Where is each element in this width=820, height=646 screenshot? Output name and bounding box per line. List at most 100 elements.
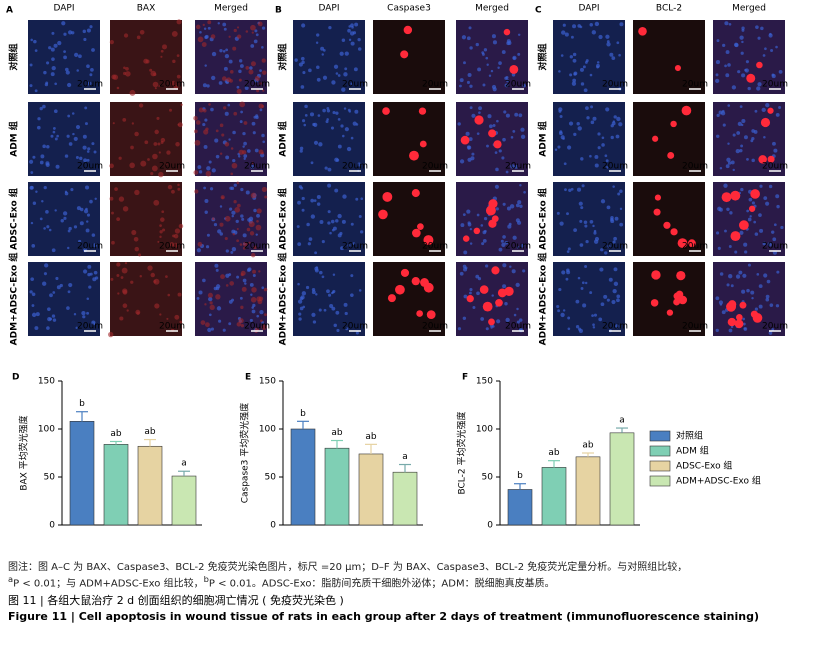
column-header: Caspase3 (387, 4, 431, 14)
nucleus (244, 282, 247, 285)
nucleus (567, 327, 571, 331)
nucleus (341, 219, 346, 224)
nucleus (725, 50, 730, 55)
nucleus (730, 160, 735, 165)
nucleus (326, 109, 331, 113)
stained-cell (488, 199, 498, 209)
stained-cell (654, 194, 661, 201)
nucleus (480, 317, 485, 321)
nucleus (518, 113, 523, 118)
nucleus (564, 32, 569, 37)
nucleus (721, 109, 725, 113)
nucleus (67, 246, 70, 250)
nucleus (469, 291, 472, 295)
nucleus (78, 54, 82, 59)
nucleus (196, 296, 200, 300)
nucleus (30, 185, 34, 190)
nucleus (40, 154, 45, 159)
nucleus (584, 61, 588, 64)
stain (207, 292, 213, 298)
significance-letter: ab (365, 432, 377, 442)
scale-label: 20um (422, 162, 448, 172)
nucleus (728, 274, 733, 279)
stain (134, 189, 140, 196)
nucleus (81, 311, 86, 316)
nucleus (348, 38, 352, 42)
nucleus (728, 245, 732, 248)
nucleus (312, 122, 316, 127)
stain (264, 313, 267, 317)
stain (203, 129, 209, 135)
y-tick-label: 50 (44, 473, 56, 483)
nucleus (227, 103, 231, 107)
significance-letter: a (619, 416, 625, 426)
nucleus (238, 69, 242, 74)
stain (234, 207, 241, 213)
nucleus (485, 56, 489, 60)
scale-label: 20um (682, 80, 708, 90)
stain (138, 253, 142, 257)
stained-cell (395, 284, 405, 295)
stain (219, 152, 223, 155)
nucleus (512, 56, 516, 60)
stain (232, 46, 237, 51)
nucleus (590, 120, 595, 125)
nucleus (738, 270, 743, 275)
stained-cell (736, 313, 743, 321)
nucleus (208, 296, 213, 302)
stained-cell (482, 301, 493, 312)
nucleus (727, 161, 732, 165)
stain (261, 186, 268, 193)
bar (392, 471, 418, 526)
stain (154, 129, 159, 135)
nucleus (727, 63, 731, 67)
nucleus (741, 40, 744, 44)
stain (239, 101, 246, 108)
stain (230, 147, 234, 150)
nucleus (605, 107, 610, 112)
nucleus (335, 111, 339, 115)
nucleus (84, 122, 88, 126)
nucleus (322, 75, 328, 80)
stain (179, 320, 183, 324)
stained-cell (382, 107, 390, 115)
y-tick-label: 50 (482, 473, 494, 483)
stain (236, 227, 239, 231)
nucleus (600, 248, 604, 252)
stain (160, 217, 165, 222)
stain (116, 273, 120, 277)
nucleus (229, 186, 233, 190)
stain (134, 246, 140, 252)
bar (69, 421, 95, 526)
nucleus (573, 228, 578, 232)
stain (200, 320, 206, 325)
column-header: Merged (732, 4, 766, 14)
nucleus (469, 227, 473, 231)
stain (150, 272, 156, 278)
nucleus (253, 39, 258, 44)
stain (118, 156, 122, 160)
stain (131, 230, 137, 236)
nucleus (211, 75, 216, 81)
micrograph (28, 102, 100, 176)
nucleus (222, 22, 227, 27)
stain (261, 324, 267, 330)
nucleus (735, 148, 740, 154)
nucleus (67, 82, 72, 88)
nucleus (50, 72, 55, 77)
stain (116, 217, 121, 221)
nucleus (558, 70, 561, 73)
nucleus (515, 203, 520, 208)
nucleus (357, 162, 362, 167)
nucleus (64, 191, 69, 196)
stain (112, 122, 115, 125)
stained-cell (678, 295, 688, 305)
nucleus (495, 167, 499, 172)
nucleus (337, 144, 342, 149)
nucleus (730, 284, 734, 288)
stain (245, 65, 250, 70)
scale-label: 20um (159, 162, 185, 172)
nucleus (62, 211, 68, 216)
scale-label: 20um (505, 162, 531, 172)
nucleus (740, 123, 744, 127)
